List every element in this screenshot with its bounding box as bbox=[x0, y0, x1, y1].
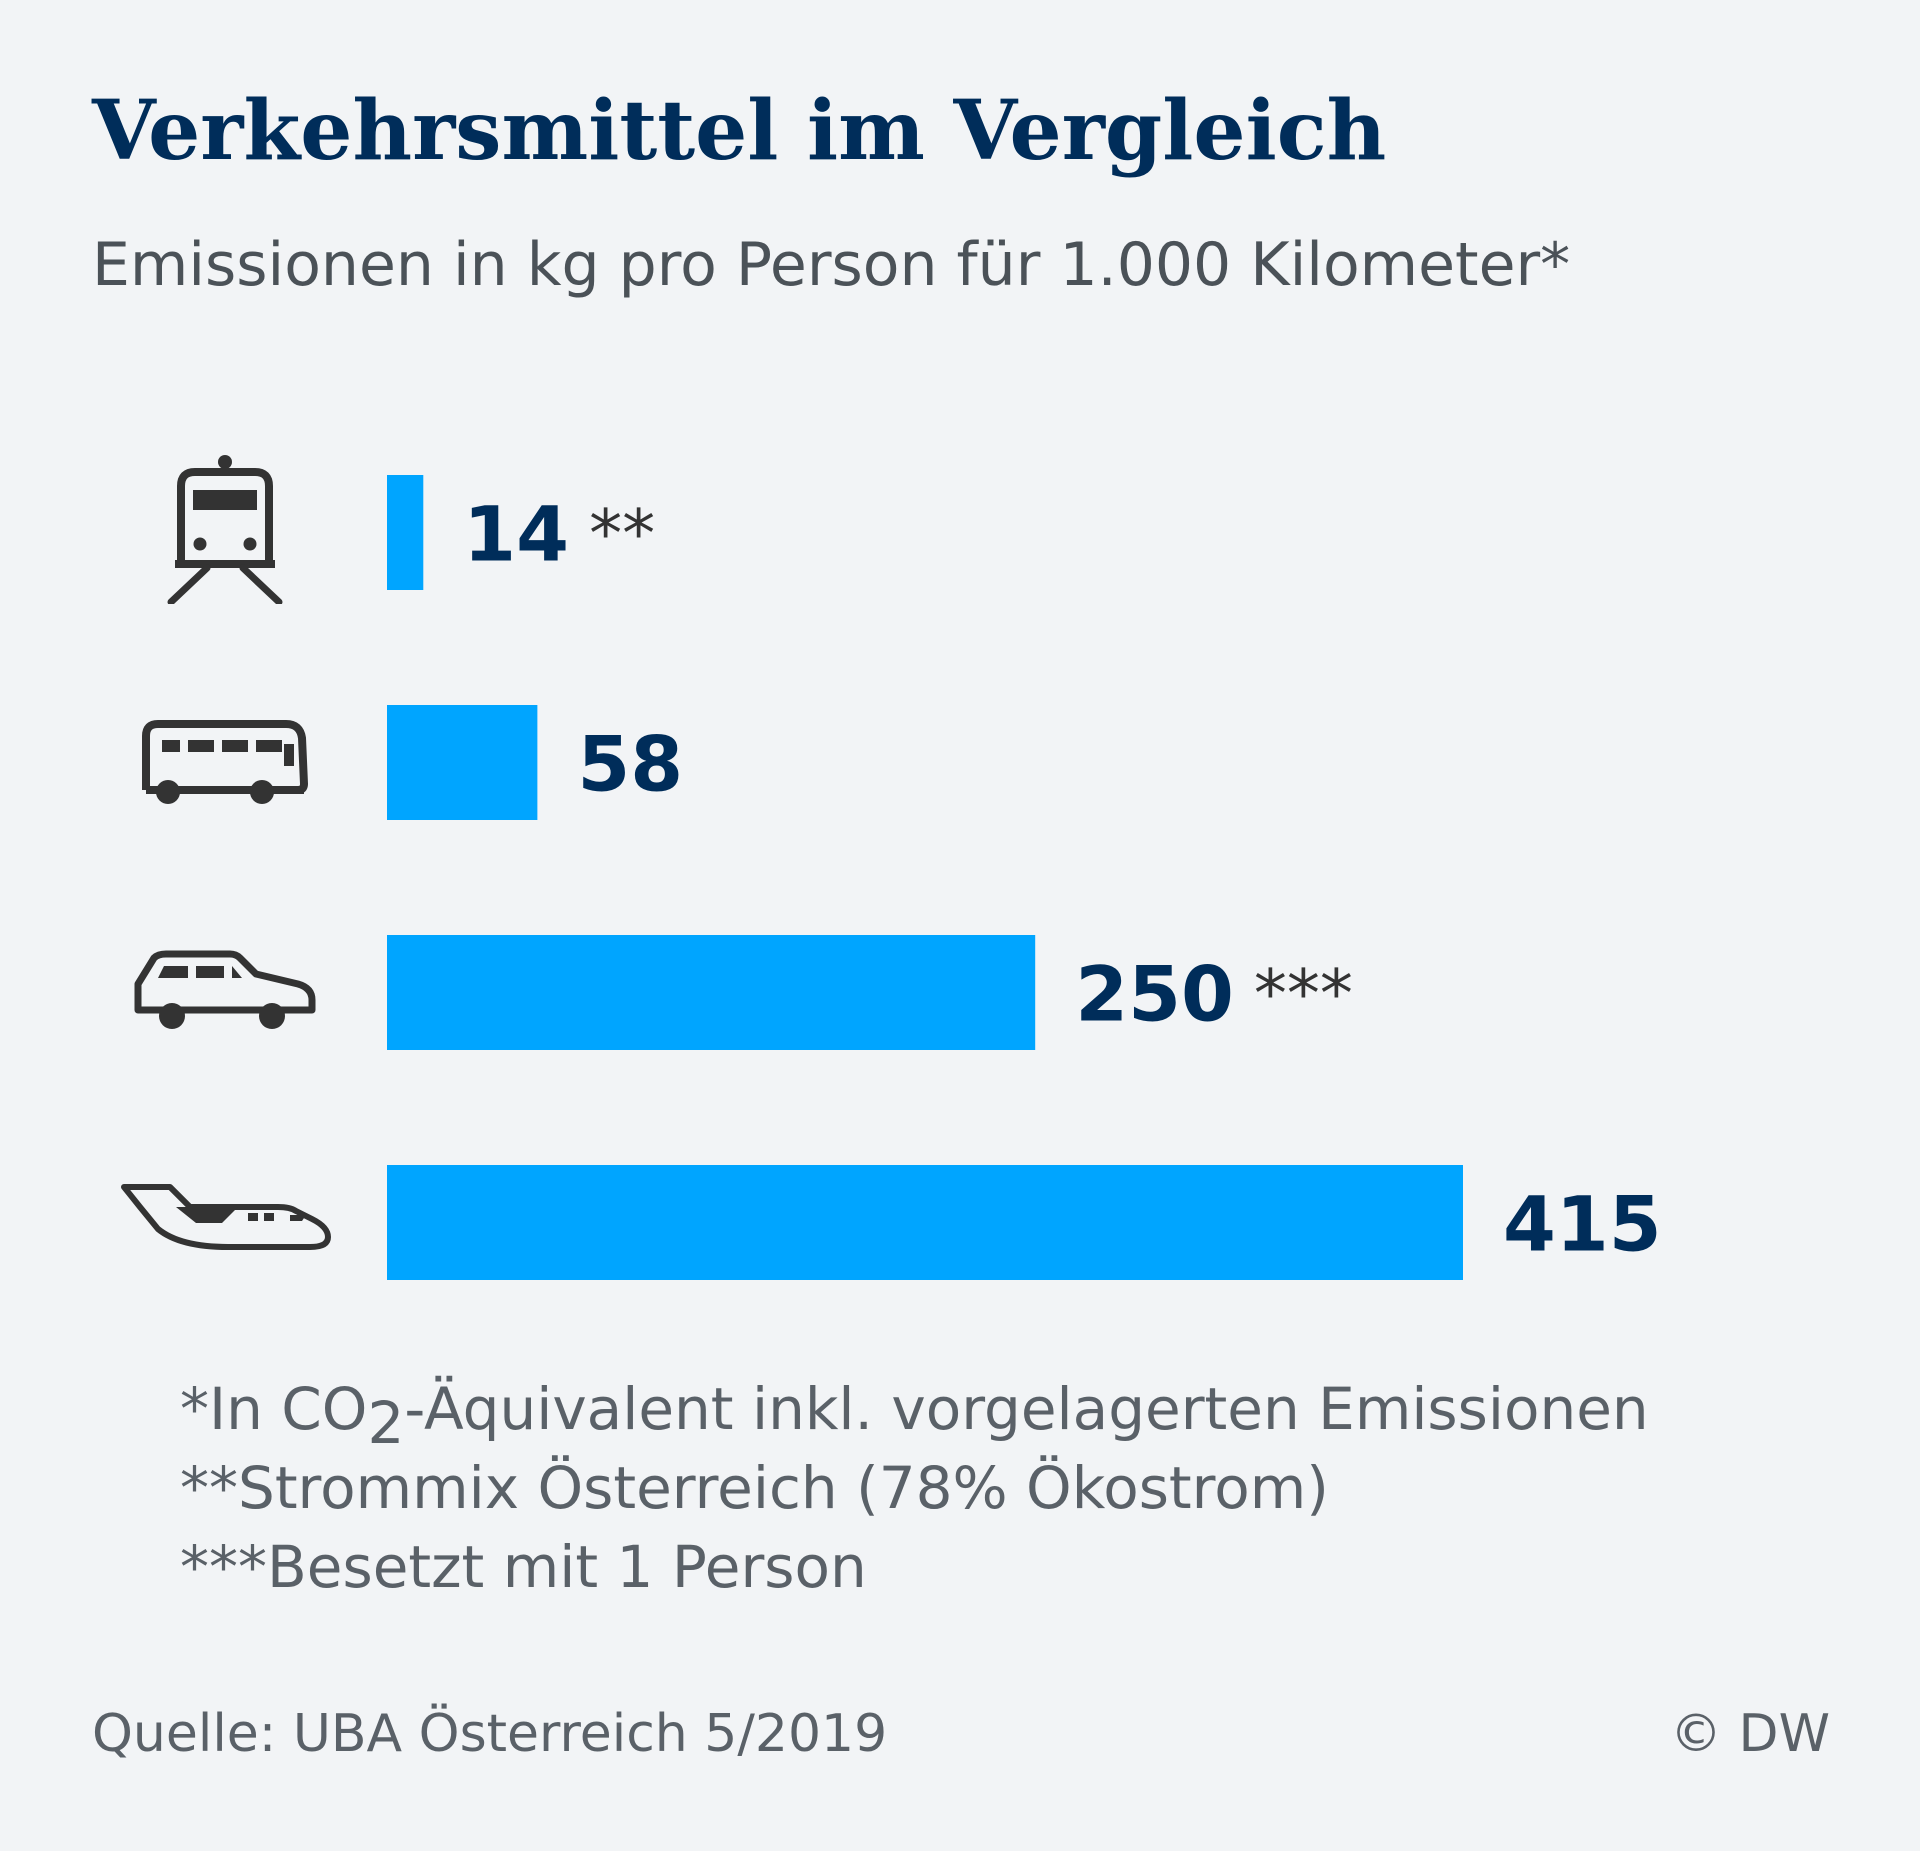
car-icon bbox=[134, 950, 316, 1029]
footnote-occupancy: ***Besetzt mit 1 Person bbox=[180, 1533, 867, 1601]
footnote-strommix: **Strommix Österreich (78% Ökostrom) bbox=[180, 1454, 1329, 1522]
value-note-car: *** bbox=[1254, 956, 1353, 1033]
bar-airplane bbox=[387, 1165, 1463, 1280]
bar-bus bbox=[387, 705, 538, 820]
bar-train bbox=[387, 475, 424, 590]
value-label-airplane: 415 bbox=[1503, 1180, 1662, 1269]
train-icon bbox=[167, 455, 283, 604]
footnotes: *In CO2-Äquivalent inkl. vorgelagerten E… bbox=[180, 1370, 1649, 1607]
footnote-co2-pre: *In CO bbox=[180, 1375, 368, 1443]
chart-subtitle: Emissionen in kg pro Person für 1.000 Ki… bbox=[92, 230, 1571, 300]
footnote-co2-post: -Äquivalent inkl. vorgelagerten Emission… bbox=[404, 1375, 1649, 1443]
value-label-bus: 58 bbox=[577, 720, 683, 809]
copyright-note: © DW bbox=[1670, 1704, 1830, 1764]
source-note: Quelle: UBA Österreich 5/2019 bbox=[92, 1704, 888, 1764]
value-label-car: 250 bbox=[1075, 950, 1234, 1039]
value-label-train: 14 bbox=[463, 490, 569, 579]
footnote-co2: *In CO2-Äquivalent inkl. vorgelagerten E… bbox=[180, 1370, 1649, 1457]
chart-title: Verkehrsmittel im Vergleich bbox=[92, 83, 1387, 179]
value-note-train: ** bbox=[589, 496, 655, 573]
bus-icon bbox=[142, 720, 308, 804]
bar-car bbox=[387, 935, 1036, 1050]
airplane-icon bbox=[121, 1184, 331, 1250]
footnote-co2-subscript: 2 bbox=[367, 1389, 405, 1457]
